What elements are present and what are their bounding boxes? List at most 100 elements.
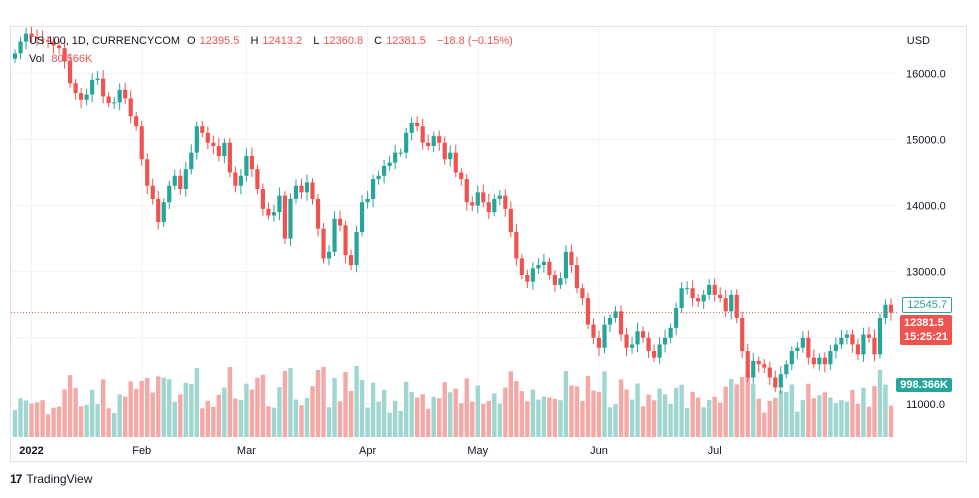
candle-body (404, 132, 409, 153)
candle-body (172, 175, 177, 186)
candle-body (685, 288, 690, 290)
volume-bar (552, 398, 558, 437)
candle-body (382, 165, 387, 176)
candle-body (629, 344, 635, 348)
candle-body (756, 360, 761, 365)
candle-body (646, 337, 651, 352)
candle-body (29, 33, 34, 37)
footer: 17 TradingView (10, 472, 92, 486)
volume-bar (244, 383, 249, 437)
volume-bar (514, 381, 519, 437)
volume-bar (167, 379, 172, 437)
volume-bar (640, 406, 646, 437)
candle-body (200, 126, 205, 133)
volume-bar (437, 398, 442, 437)
candle-body (23, 33, 29, 42)
candle-body (547, 261, 552, 275)
volume-bar (321, 367, 326, 437)
volume-bar (183, 382, 188, 437)
candle-body (238, 175, 243, 186)
candle-body (18, 41, 23, 54)
candlestick-chart[interactable]: 11000.012000.013000.014000.015000.016000… (11, 27, 966, 461)
volume-bar (536, 399, 541, 437)
symbol-label: US 100, 1D, CURRENCYCOM (29, 35, 180, 47)
volume-bar (745, 374, 750, 437)
volume-bar (486, 400, 492, 437)
volume-bar (12, 410, 18, 437)
volume-bar (332, 378, 337, 437)
volume-bar (293, 399, 299, 437)
volume-bar (618, 379, 624, 437)
volume-bar (607, 407, 613, 437)
volume-bar (717, 402, 723, 437)
volume-bar (800, 399, 806, 437)
volume-bar (398, 411, 403, 437)
volume-bar (574, 386, 580, 437)
candle-body (613, 311, 618, 318)
volume-bar (861, 387, 866, 437)
volume-bar (227, 367, 233, 437)
tradingview-logo-icon: 17 (10, 472, 22, 486)
candle-body (288, 198, 293, 239)
candle-body (139, 126, 144, 160)
candle-body (415, 122, 420, 127)
candle-body (393, 152, 398, 163)
candle-body (321, 228, 326, 259)
currency-label: USD (906, 35, 930, 47)
volume-bar (365, 407, 370, 437)
candle-body (101, 78, 106, 97)
candle-body (222, 142, 227, 156)
volume-bar (78, 406, 84, 437)
close-value: 12381.5 (386, 35, 426, 47)
volume-bar (288, 368, 293, 437)
volume-bar (145, 378, 150, 437)
candle-body (651, 351, 657, 358)
volume-bar (381, 389, 387, 437)
volume-bar (216, 394, 222, 437)
candle-body (481, 192, 486, 203)
candle-body (839, 337, 844, 345)
candle-body (618, 311, 624, 335)
candle-body (299, 185, 304, 193)
candle-body (431, 136, 436, 147)
candle-body (343, 225, 348, 256)
candle-body (475, 192, 480, 206)
volume-bar (635, 383, 640, 437)
candle-body (271, 212, 277, 216)
volume-bar (442, 382, 447, 437)
volume-bar (299, 405, 304, 437)
volume-bar (392, 400, 398, 437)
volume-bar (833, 403, 839, 437)
volume-bar (580, 400, 585, 437)
volume-bar (18, 398, 23, 437)
volume-bar (773, 397, 778, 437)
volume-bar (45, 414, 51, 437)
current-price-tag: 12381.5 15:25:21 (899, 315, 952, 345)
candle-body (266, 208, 271, 216)
volume-bar (844, 401, 850, 437)
volume-bar (624, 389, 629, 437)
candle-body (189, 152, 194, 170)
x-tick-label: May (467, 445, 488, 457)
volume-bar (822, 392, 828, 437)
candle-body (795, 347, 800, 352)
candle-body (194, 126, 199, 153)
volume-bar (343, 372, 348, 437)
candle-body (123, 89, 128, 99)
candle-body (211, 142, 216, 147)
candle-body (591, 324, 596, 338)
volume-bar (806, 383, 811, 437)
candle-body (552, 274, 558, 285)
candle-body (244, 155, 249, 176)
candle-body (45, 40, 51, 42)
candle-body (789, 351, 794, 365)
volume-bar (150, 392, 155, 437)
volume-bar (701, 407, 706, 437)
candle-body (354, 232, 359, 266)
volume-bar (646, 394, 651, 437)
candle-body (178, 175, 183, 190)
volume-bar (403, 381, 409, 437)
close-label: C (374, 35, 383, 47)
candle-body (84, 94, 89, 100)
x-tick-label: Jul (708, 445, 722, 457)
